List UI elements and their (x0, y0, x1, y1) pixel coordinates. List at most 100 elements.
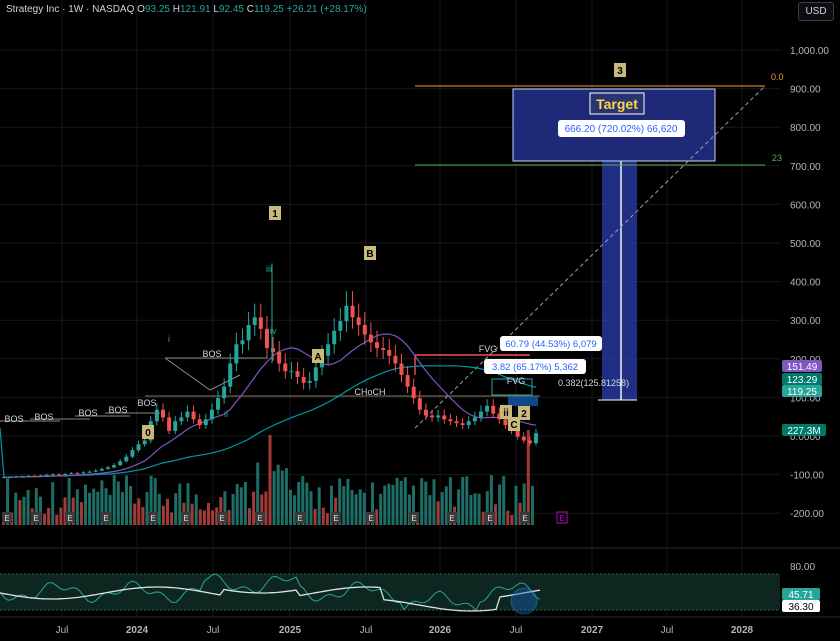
candle-body (454, 421, 459, 424)
measure-box-3 (484, 359, 586, 374)
earnings-marker[interactable] (217, 512, 227, 523)
volume-bar (260, 494, 264, 525)
wave-label-box (508, 417, 520, 431)
earnings-marker[interactable] (366, 512, 376, 523)
earnings-marker[interactable] (2, 512, 12, 523)
price-tick: 300.00 (790, 316, 821, 327)
volume-bar (477, 493, 481, 525)
volume-bar (6, 478, 10, 525)
candle-body (99, 468, 104, 471)
candle-body (112, 465, 117, 468)
candle-body (368, 334, 373, 343)
volume-bar (190, 503, 194, 525)
price-candles (2, 263, 538, 479)
candle-body (356, 317, 361, 325)
volume-bar (71, 497, 75, 525)
volume-bar (407, 494, 411, 525)
earnings-marker[interactable] (65, 512, 75, 523)
volume-bar (334, 497, 338, 525)
volume-bar (268, 435, 272, 525)
candle-body (258, 317, 263, 329)
earnings-marker-label: E (522, 514, 527, 523)
candle-body (350, 305, 355, 318)
volume-bar (157, 493, 161, 525)
time-tick: 2028 (731, 625, 754, 636)
candle-body (448, 419, 453, 422)
volume-bar (342, 486, 346, 525)
earnings-marker-label: E (4, 514, 9, 523)
candle-body (381, 348, 386, 351)
wave-label: 2 (521, 409, 527, 420)
volume-bar (112, 475, 116, 525)
candle-body (75, 473, 80, 475)
sub-wave-label: ii (224, 409, 228, 419)
earnings-marker-label: E (297, 514, 302, 523)
main-pane (0, 0, 780, 548)
volume-bar (473, 493, 477, 525)
structure-label: CHoCH (354, 387, 385, 397)
earnings-marker[interactable] (101, 512, 111, 523)
candle-body (246, 325, 251, 341)
earnings-marker-label: E (449, 514, 454, 523)
earnings-marker[interactable] (556, 511, 568, 524)
volume-bar (22, 496, 26, 525)
volume-bar (522, 483, 526, 525)
candle-body (521, 436, 526, 441)
earnings-marker[interactable] (447, 512, 457, 523)
volume-bar (116, 481, 120, 525)
earnings-marker[interactable] (520, 512, 530, 523)
candle-body (185, 411, 190, 418)
candle-body (160, 409, 165, 418)
measure-label-fib: 0.382(125.81258) (558, 378, 629, 388)
time-axis[interactable]: Jul 2024 Jul 2025 Jul 2026 Jul 2027 Jul 2028 (56, 625, 754, 636)
candle-body (228, 363, 233, 387)
volume-bar (215, 507, 219, 525)
volume-bar (202, 510, 206, 525)
volume-bar (79, 502, 83, 525)
earnings-marker-label: E (33, 514, 38, 523)
earnings-marker-label: E (559, 514, 564, 523)
earnings-marker[interactable] (485, 512, 495, 523)
volume-bar (428, 495, 432, 525)
volume-bar (465, 476, 469, 525)
volume-bar (108, 494, 112, 525)
candle-body (38, 475, 43, 477)
wave-label-box (269, 206, 281, 220)
close-label: C (246, 4, 254, 15)
projection-box (602, 140, 637, 400)
price-badge (782, 360, 822, 372)
volume-bar (120, 491, 124, 525)
volume-bar (399, 480, 403, 525)
candle-body (32, 475, 37, 477)
earnings-marker[interactable] (255, 512, 265, 523)
price-tick: -100.00 (790, 471, 824, 482)
candle-body (301, 376, 306, 383)
volume-bar (51, 482, 55, 525)
price-axis[interactable]: 1,000.00 900.00 800.00 700.00 600.00 500.00 40… (790, 46, 829, 520)
price-tick: 900.00 (790, 85, 821, 96)
target-label: Target (596, 96, 638, 112)
volume-bar (59, 507, 63, 525)
earnings-marker[interactable] (409, 512, 419, 523)
candle-body (307, 380, 312, 383)
rsi-ma-line (0, 586, 541, 612)
volume-bar (514, 485, 518, 525)
ma-teal-line (0, 365, 537, 478)
candle-body (485, 405, 490, 412)
earnings-marker[interactable] (31, 512, 41, 523)
earnings-marker[interactable] (331, 512, 341, 523)
earnings-marker[interactable] (181, 512, 191, 523)
structure-labels: BOS BOS BOS BOS BOS BOS CHoCH FVG FVG (4, 344, 525, 424)
price-badge-text: 123.29 (787, 375, 818, 386)
currency-button[interactable]: USD (798, 2, 834, 21)
earnings-marker[interactable] (148, 512, 158, 523)
candle-body (497, 413, 502, 420)
wave-label: 3 (617, 66, 623, 77)
candle-body (423, 409, 428, 416)
earnings-marker[interactable] (295, 512, 305, 523)
wave-label-box (500, 405, 512, 419)
rsi-badge (782, 588, 820, 600)
earnings-marker-label: E (487, 514, 492, 523)
